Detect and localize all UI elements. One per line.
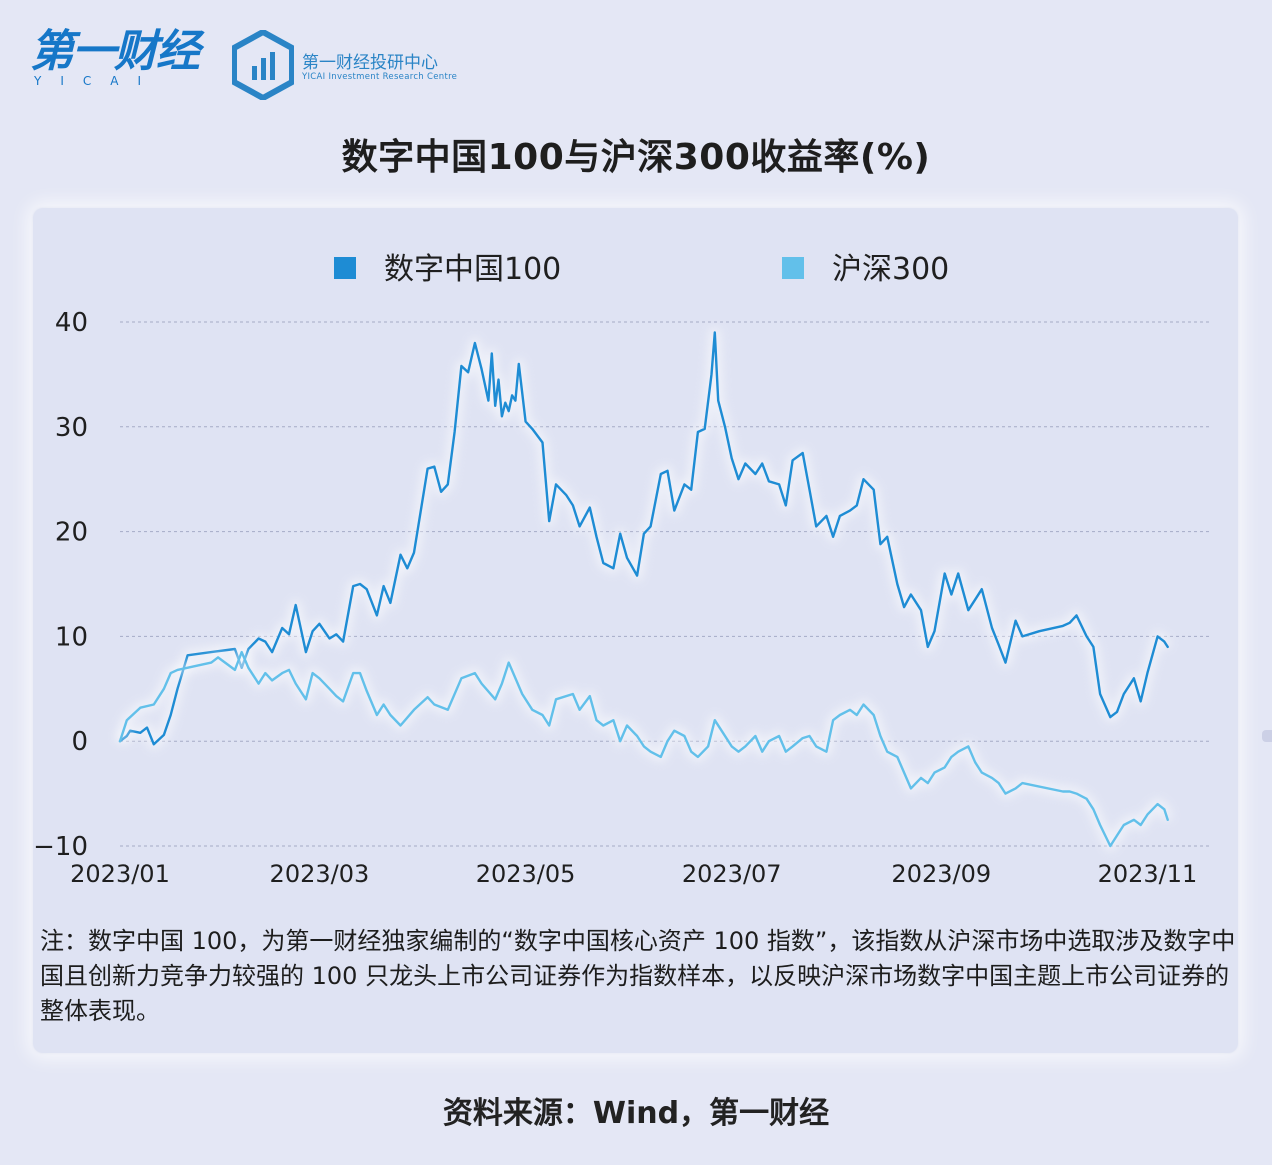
legend-label: 数字中国100 (384, 252, 561, 287)
legend-swatch (782, 257, 804, 279)
x-tick-label: 2023/01 (70, 860, 170, 888)
research-centre-name-en: YICAI Investment Research Centre (302, 72, 458, 82)
series-glow (115, 647, 1173, 851)
legend-swatch (334, 257, 356, 279)
x-tick-label: 2023/11 (1098, 860, 1198, 888)
legend-label: 沪深300 (832, 252, 949, 287)
yicai-logo[interactable]: 第一财经 YICAI (30, 26, 200, 89)
page-title: 数字中国100与沪深300收益率(%) (341, 137, 931, 178)
x-tick-label: 2023/07 (682, 860, 782, 888)
chart-bars-icon (232, 30, 294, 100)
y-tick-label: −10 (33, 832, 88, 862)
x-tick-label: 2023/03 (270, 860, 370, 888)
research-centre-name: 第一财经投研中心 (302, 53, 438, 73)
y-tick-label: 20 (55, 518, 88, 548)
chart-footnote: 注：数字中国 100，为第一财经独家编制的“数字中国核心资产 100 指数”，该… (40, 927, 1236, 1025)
y-tick-label: 10 (55, 622, 88, 652)
yicai-logo-subtext: YICAI (34, 74, 160, 88)
data-source: 资料来源：Wind，第一财经 (442, 1096, 830, 1131)
scroll-tab[interactable] (1262, 730, 1272, 742)
y-tick-label: 30 (55, 413, 88, 443)
x-tick-label: 2023/05 (476, 860, 576, 888)
header: 第一财经 YICAI 第一财经投研中心 YICAI Investment Res… (0, 0, 1272, 110)
series-line-2 (118, 650, 1169, 848)
x-tick-label: 2023/09 (891, 860, 991, 888)
y-tick-label: 0 (71, 727, 88, 757)
yicai-logo-text: 第一财经 (30, 26, 200, 77)
y-tick-label: 40 (55, 308, 88, 338)
series-line-1 (118, 331, 1169, 746)
